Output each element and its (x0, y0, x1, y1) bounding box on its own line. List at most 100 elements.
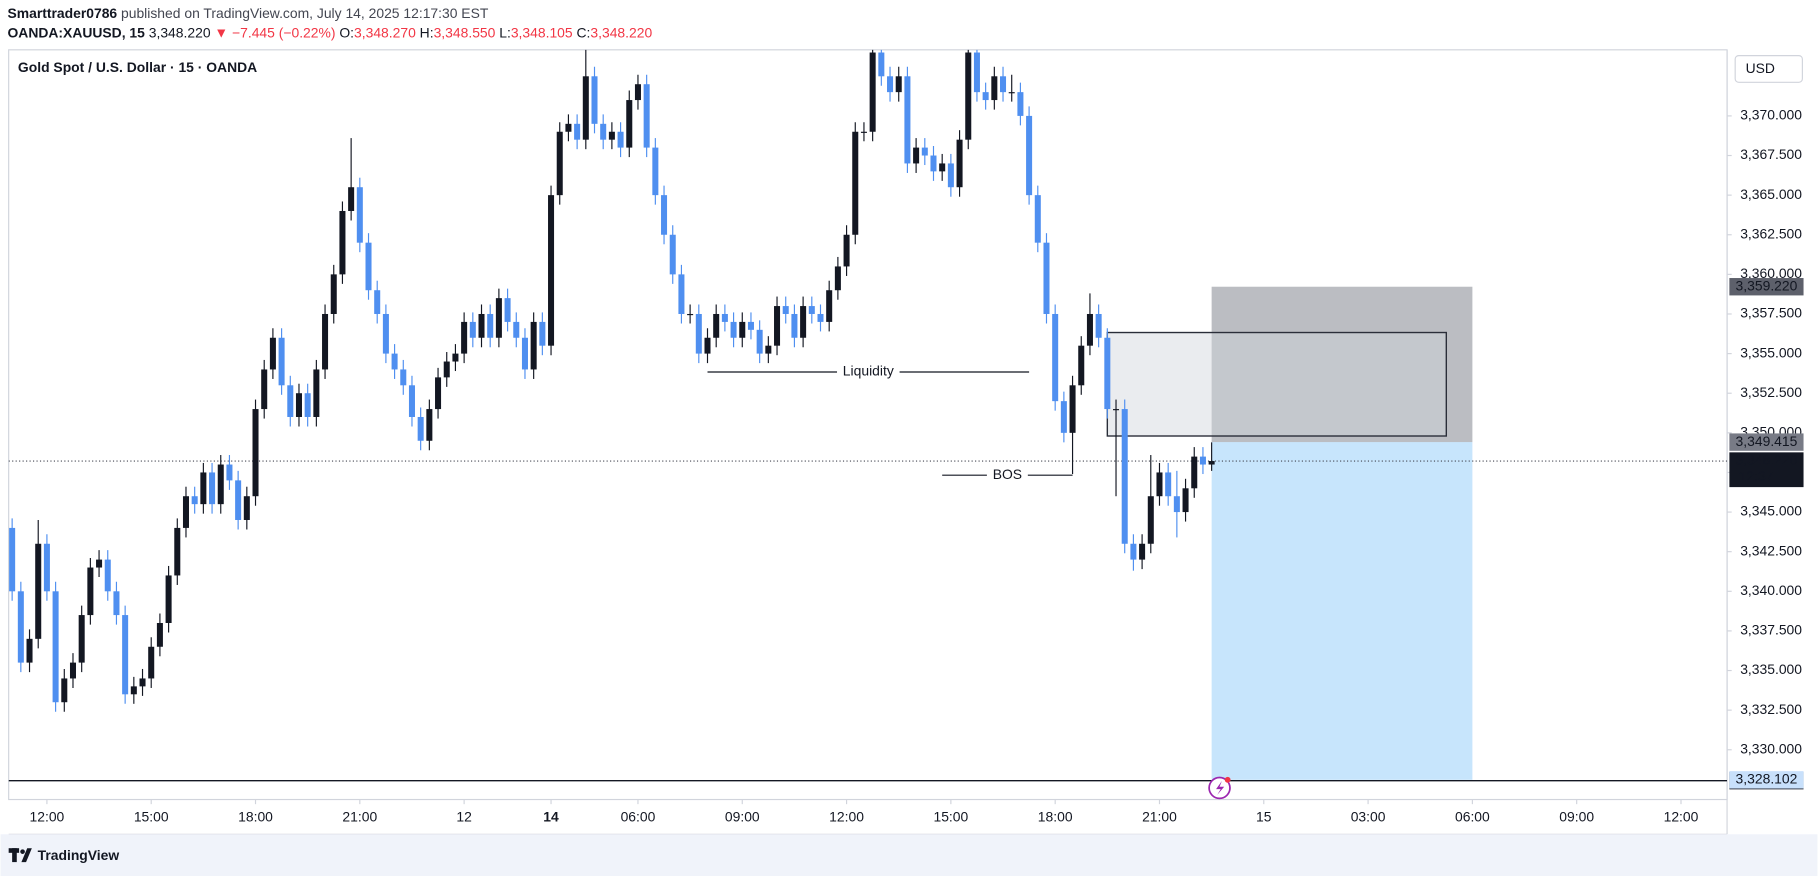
entry-label-bg (1729, 433, 1804, 451)
candle-body (1182, 488, 1189, 513)
candle-body (122, 615, 129, 695)
candle-body (947, 163, 954, 188)
candle-body (226, 464, 233, 481)
candle-body (530, 321, 537, 370)
candle-body (713, 313, 720, 338)
candle-body (843, 234, 850, 267)
candle-body (991, 76, 998, 101)
candle-body (756, 329, 763, 354)
y-tick-label: 3,335.000 (1740, 661, 1802, 677)
candle-body (556, 131, 563, 196)
candle-body (426, 409, 433, 441)
candle-body (617, 131, 624, 148)
candle-body (87, 567, 94, 616)
candle-body (678, 274, 685, 314)
candle-body (478, 313, 485, 338)
candle-body (235, 480, 242, 520)
candle-body (765, 345, 772, 354)
x-tick-label: 12:00 (30, 809, 65, 825)
candle-body (365, 242, 372, 291)
x-tick-label: 12:00 (1664, 809, 1699, 825)
candle-body (1000, 76, 1007, 93)
candle-body (461, 321, 468, 354)
candle-body (652, 147, 659, 196)
y-tick-label: 3,370.000 (1740, 107, 1802, 123)
candle-body (1199, 456, 1206, 465)
plot (8, 49, 1728, 782)
last-price-label: 3,348.220 (1736, 452, 1798, 468)
footer (0, 834, 1818, 876)
annotation-label: BOS (993, 466, 1022, 482)
x-tick-label: 18:00 (1038, 809, 1073, 825)
candle-body (739, 321, 746, 338)
candle-body (348, 187, 355, 211)
candle-body (774, 306, 781, 346)
target-region (1211, 442, 1473, 780)
candle-body (78, 615, 85, 663)
candle-body (1069, 385, 1076, 433)
logo (8, 848, 32, 863)
candle-body (52, 591, 59, 703)
y-tick-label: 3,357.500 (1740, 305, 1802, 321)
candle-body (182, 496, 189, 528)
ohlc-value: 3,348.550 (434, 24, 496, 40)
candle-body (487, 313, 494, 338)
header-line-1: Smarttrader0786 published on TradingView… (8, 5, 489, 21)
ohlc-key: L: (499, 24, 511, 40)
candle-body (1008, 92, 1015, 94)
candle-body (69, 662, 76, 679)
currency-button[interactable] (1734, 55, 1803, 83)
candle-body (1173, 496, 1180, 513)
stop-region (1211, 286, 1473, 443)
candle-body (956, 139, 963, 188)
author: Smarttrader0786 (8, 5, 118, 21)
candle-body (1121, 409, 1128, 544)
candle-body (1034, 195, 1041, 243)
candle-body (704, 337, 711, 354)
candle-body (417, 416, 424, 441)
x-tick-label: 15 (1256, 809, 1272, 825)
candle-body (826, 290, 833, 322)
candle-body (17, 591, 24, 663)
candle-body (1086, 313, 1093, 346)
candle-body (521, 337, 528, 370)
entry-label: 3,349.415 (1736, 433, 1798, 449)
candle-body (1060, 401, 1067, 433)
x-tick-label: 15:00 (933, 809, 968, 825)
ohlc-key: C: (577, 24, 591, 40)
candle-body (1095, 313, 1102, 338)
x-tick-label: 12 (456, 809, 472, 825)
candle-body (973, 52, 980, 93)
symbol: OANDA:XAUUSD, 15 (8, 24, 146, 40)
candle-body (217, 464, 224, 505)
candle-body (513, 321, 520, 338)
candle-body (1052, 313, 1059, 402)
candle-body (174, 527, 181, 576)
candle-body (930, 155, 937, 172)
y-tick-label: 3,337.500 (1740, 622, 1802, 638)
x-tick-label: 21:00 (1142, 809, 1177, 825)
brand: TradingView (38, 847, 120, 863)
candle-body (35, 543, 42, 639)
ohlc-value: 3,348.220 (590, 24, 652, 40)
candle-body (565, 123, 572, 132)
candle-body (539, 321, 546, 346)
candle-body (1156, 472, 1163, 497)
candle-body (608, 131, 615, 140)
candle-body (382, 313, 389, 354)
candle-body (687, 313, 694, 316)
x-tick-label: 09:00 (725, 809, 760, 825)
target-label: 3,328.102 (1736, 771, 1798, 787)
candle-body (791, 313, 798, 338)
x-tick-label: 14 (543, 809, 559, 825)
x-tick-label: 03:00 (1351, 809, 1386, 825)
last-price-label-countdown: 12:37 (1739, 468, 1774, 484)
candle-body (1130, 543, 1137, 560)
y-tick-label: 3,352.500 (1740, 384, 1802, 400)
ohlc-value: 3,348.105 (511, 24, 573, 40)
candle-body (643, 84, 650, 148)
y-tick-label: 3,342.500 (1740, 542, 1802, 558)
x-tick-label: 09:00 (1559, 809, 1594, 825)
candle-body (243, 496, 250, 520)
